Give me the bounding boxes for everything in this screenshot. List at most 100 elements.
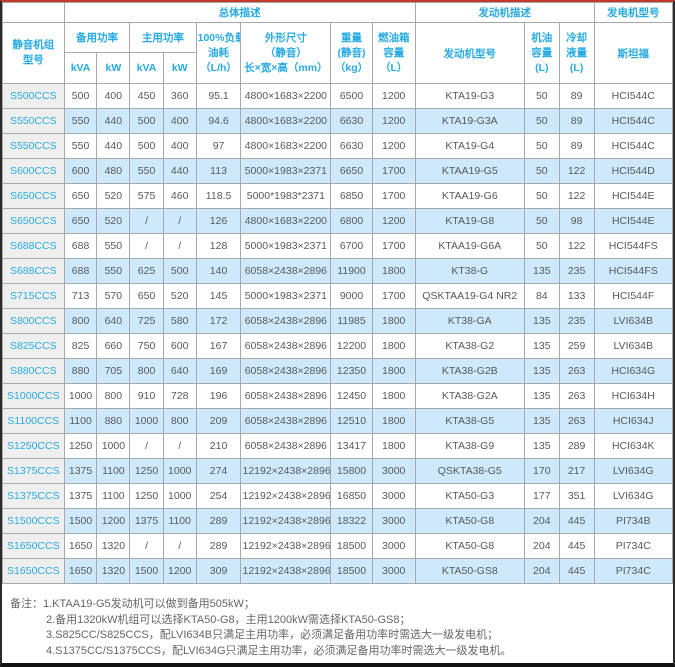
cell-standby-kw: 520 [96,208,131,234]
cell-model[interactable]: S1000CCS [2,383,65,409]
cell-dimensions: 12192×2438×2896 [240,458,332,484]
cell-model[interactable]: S550CCS [2,108,65,134]
table-row: S1250CCS 1250 1000//210 6058×2438×2896 13417… [2,433,673,459]
cell-tank-capacity: 1800 [371,333,416,359]
cell-model[interactable]: S688CCS [2,233,65,259]
cell-dimensions: 5000×1983×2371 [240,283,332,309]
cell-prime-kva: 750 [129,333,164,359]
cell-prime-kva: 450 [129,83,164,109]
cell-tank-capacity: 1200 [371,208,416,234]
cell-engine-model: QSKTA38-G5 [414,458,525,484]
cell-oil-capacity: 135 [523,383,560,409]
header-dimensions: 外形尺寸 （静音） 长×宽×高（mm） [240,22,332,84]
note-line-3: 3.S825CC/S825CCS，配LVI634B只满足主用功率，必须满足备用功… [46,629,499,641]
cell-alternator-model: PI734B [593,508,673,534]
cell-standby-kva: 550 [63,108,98,134]
cell-standby-kw: 1320 [96,558,131,584]
cell-tank-capacity: 1800 [371,258,416,284]
cell-coolant-capacity: 89 [558,108,595,134]
cell-alternator-model: LVI634G [593,458,673,484]
cell-prime-kva: / [129,533,164,559]
cell-standby-kw: 1200 [96,508,131,534]
cell-engine-model: KTA50-GS8 [414,558,525,584]
table-row: S1375CCS 1375 1100 1250 1000 254 12192×2438×28… [2,483,673,509]
cell-engine-model: QSKTAA19-G4 NR2 [414,283,525,309]
cell-model[interactable]: S825CCS [2,333,65,359]
table-row: S688CCS 688 550//128 5000×1983×2371 6700 1700… [2,233,673,259]
header-tank-capacity: 燃油箱 容量 （L） [371,22,416,84]
cell-model[interactable]: S650CCS [2,208,65,234]
cell-tank-capacity: 3000 [371,533,416,559]
table-row: S650CCS 650 520 575 460 118.5 5000*1983*2371 68… [2,183,673,209]
cell-fuel-consumption: 172 [195,308,242,334]
table-row: S1000CCS 1000 800 910 728 196 6058×2438×2896 12… [2,383,673,409]
cell-tank-capacity: 1700 [371,283,416,309]
genset-spec-table: 总体描述 发动机描述 发电机型号 静音机组 型号 备用功率 主用功率 100%负… [2,2,673,584]
header-coolant-capacity: 冷却 液量 (L) [558,22,595,84]
header-model: 静音机组 型号 [2,22,65,84]
cell-model[interactable]: S715CCS [2,283,65,309]
cell-fuel-consumption: 210 [195,433,242,459]
cell-oil-capacity: 204 [523,558,560,584]
cell-engine-model: KTA38-G9 [414,433,525,459]
cell-coolant-capacity: 217 [558,458,595,484]
cell-model[interactable]: S880CCS [2,358,65,384]
cell-tank-capacity: 3000 [371,508,416,534]
header-line: 长×宽×高（mm） [244,61,328,74]
cell-oil-capacity: 135 [523,258,560,284]
cell-engine-model: KT38-G [414,258,525,284]
header-line: 油耗 [208,46,230,59]
cell-prime-kva: 1250 [129,483,164,509]
cell-prime-kw: 400 [162,108,197,134]
cell-model[interactable]: S1375CCS [2,483,65,509]
cell-oil-capacity: 135 [523,333,560,359]
cell-fuel-consumption: 113 [195,158,242,184]
cell-coolant-capacity: 235 [558,258,595,284]
cell-weight: 16850 [330,483,373,509]
cell-model[interactable]: S1650CCS [2,533,65,559]
table-row: S500CCS 500 400 450 360 95.1 4800×1683×2200 650… [2,83,673,109]
cell-tank-capacity: 1800 [371,383,416,409]
cell-coolant-capacity: 122 [558,233,595,259]
cell-engine-model: KTAA19-G6 [414,183,525,209]
cell-prime-kw: 440 [162,158,197,184]
table-row: S550CCS 550 440 500 400 94.6 4800×1683×2200 663… [2,108,673,134]
cell-fuel-consumption: 196 [195,383,242,409]
cell-prime-kva: 550 [129,158,164,184]
cell-dimensions: 6058×2438×2896 [240,383,332,409]
cell-standby-kw: 800 [96,383,131,409]
cell-model[interactable]: S1250CCS [2,433,65,459]
cell-prime-kw: 500 [162,258,197,284]
cell-oil-capacity: 50 [523,108,560,134]
cell-tank-capacity: 1200 [371,83,416,109]
header-fuel-consumption: 100%负载 油耗 （L/h） [195,22,242,84]
cell-engine-model: KTAA19-G5 [414,158,525,184]
table-row: S880CCS 880 705 800 640 169 6058×2438×2896 1235… [2,358,673,384]
table-row: S1375CCS 1375 1100 1250 1000 274 12192×2438×28… [2,458,673,484]
cell-model[interactable]: S600CCS [2,158,65,184]
cell-weight: 6700 [330,233,373,259]
cell-coolant-capacity: 445 [558,558,595,584]
cell-fuel-consumption: 118.5 [195,183,242,209]
cell-standby-kw: 400 [96,83,131,109]
cell-alternator-model: LVI634B [593,333,673,359]
cell-model[interactable]: S688CCS [2,258,65,284]
cell-model[interactable]: S550CCS [2,133,65,159]
cell-dimensions: 6058×2438×2896 [240,308,332,334]
cell-coolant-capacity: 351 [558,483,595,509]
cell-model[interactable]: S1500CCS [2,508,65,534]
cell-alternator-model: HCI544C [593,83,673,109]
cell-model[interactable]: S1100CCS [2,408,65,434]
cell-model[interactable]: S800CCS [2,308,65,334]
table-row: S650CCS 650 520//126 4800×1683×2200 6800 1200… [2,208,673,234]
cell-model[interactable]: S1375CCS [2,458,65,484]
cell-standby-kw: 705 [96,358,131,384]
table-row: S1650CCS 1650 1320//289 12192×2438×2896 1850… [2,533,673,559]
cell-model[interactable]: S650CCS [2,183,65,209]
cell-weight: 18500 [330,533,373,559]
cell-prime-kva: 910 [129,383,164,409]
cell-standby-kw: 640 [96,308,131,334]
cell-alternator-model: LVI634G [593,483,673,509]
cell-model[interactable]: S1650CCS [2,558,65,584]
cell-model[interactable]: S500CCS [2,83,65,109]
